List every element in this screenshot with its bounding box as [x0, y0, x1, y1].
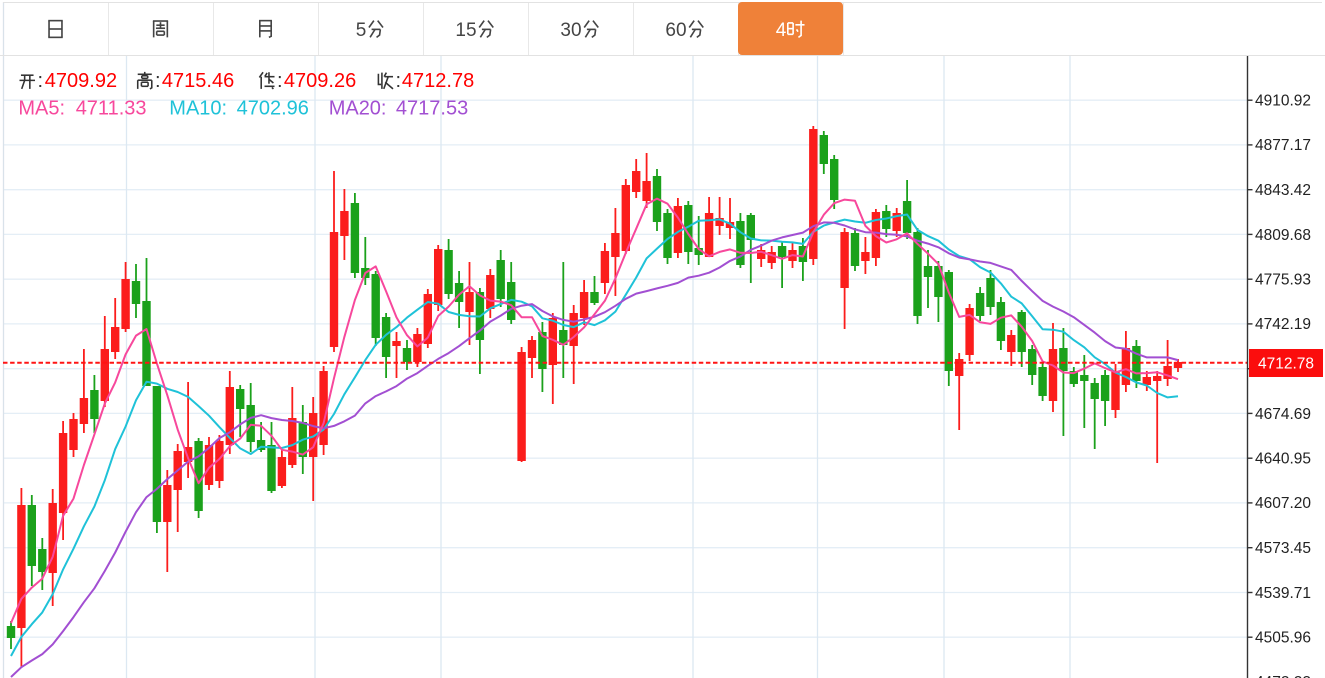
svg-text:4539.71: 4539.71 [1255, 585, 1311, 602]
svg-text::: : [396, 70, 402, 92]
svg-text:4573.45: 4573.45 [1255, 540, 1311, 557]
svg-text:4711.33: 4711.33 [76, 98, 147, 120]
svg-text::: : [155, 70, 161, 92]
svg-text:4640.95: 4640.95 [1255, 451, 1311, 468]
svg-text:4910.92: 4910.92 [1255, 93, 1311, 110]
svg-text:4775.93: 4775.93 [1255, 272, 1311, 289]
svg-text:15: 15 [455, 20, 476, 41]
svg-text:60: 60 [665, 20, 686, 41]
svg-text:MA20:: MA20: [329, 98, 387, 120]
svg-text:4877.17: 4877.17 [1255, 137, 1311, 154]
svg-text:MA5:: MA5: [18, 98, 65, 120]
svg-text:4674.69: 4674.69 [1255, 406, 1311, 423]
svg-text:MA10:: MA10: [169, 98, 227, 120]
svg-text:4: 4 [776, 20, 787, 41]
svg-text:4717.53: 4717.53 [396, 98, 468, 120]
svg-text:4472.22: 4472.22 [1255, 674, 1311, 678]
svg-text:4712.78: 4712.78 [1258, 356, 1314, 373]
svg-text:4607.20: 4607.20 [1255, 495, 1311, 512]
svg-text::: : [38, 70, 44, 92]
svg-text:4505.96: 4505.96 [1255, 630, 1311, 647]
svg-text:4709.92: 4709.92 [45, 70, 117, 92]
svg-text:4809.68: 4809.68 [1255, 227, 1311, 244]
svg-text:4702.96: 4702.96 [237, 98, 309, 120]
svg-text:4712.78: 4712.78 [402, 70, 474, 92]
svg-text:4742.19: 4742.19 [1255, 316, 1311, 333]
svg-text::: : [277, 70, 283, 92]
svg-text:30: 30 [560, 20, 581, 41]
svg-text:4843.42: 4843.42 [1255, 182, 1311, 199]
svg-text:5: 5 [356, 20, 367, 41]
svg-text:4715.46: 4715.46 [162, 70, 234, 92]
svg-text:4709.26: 4709.26 [284, 70, 356, 92]
